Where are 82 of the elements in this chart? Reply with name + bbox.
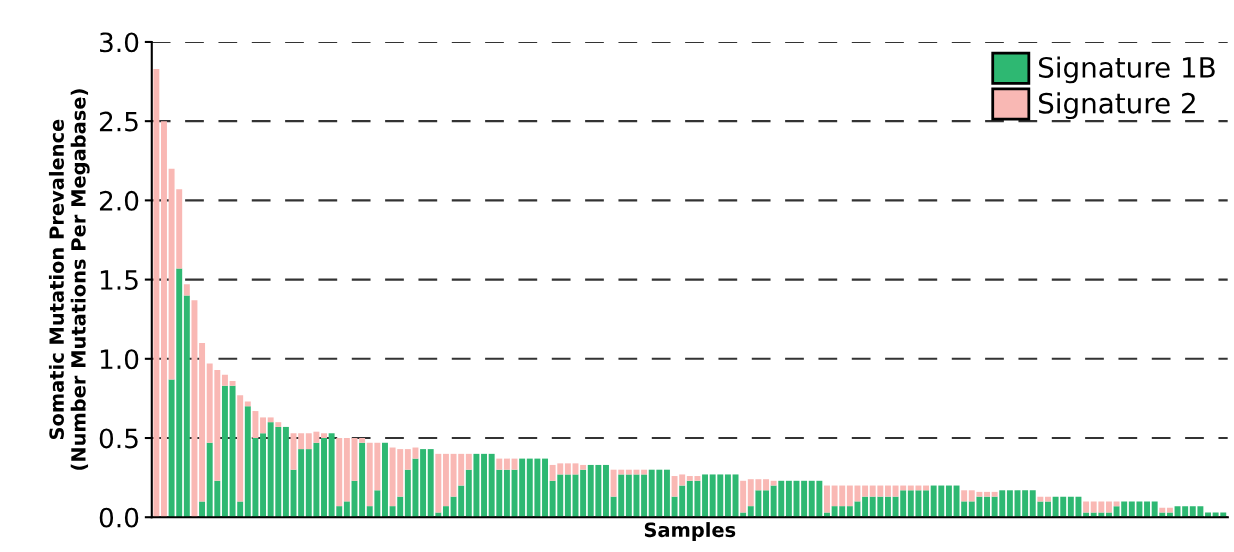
y-tick-label: 1.0 (100, 349, 139, 370)
bar (663, 469, 670, 518)
bar (770, 480, 777, 486)
bar (862, 485, 869, 497)
bar (298, 449, 305, 518)
bar (641, 474, 648, 518)
bar (321, 433, 327, 439)
bar (580, 469, 587, 518)
bar (961, 490, 968, 502)
bar (321, 438, 327, 518)
bar (260, 417, 267, 434)
bar (884, 485, 891, 497)
bar (1045, 501, 1051, 518)
bar (564, 463, 571, 475)
x-axis-title: Samples (644, 522, 736, 541)
bar (763, 479, 769, 491)
legend-label: Signature 1B (1039, 56, 1215, 84)
bar (382, 442, 388, 518)
bar (435, 453, 442, 513)
bar (923, 490, 930, 518)
bar (183, 295, 190, 518)
y-tick-label: 1.5 (100, 270, 138, 290)
bar (496, 458, 503, 470)
bar (183, 284, 190, 296)
bar (481, 453, 488, 518)
bar (252, 411, 259, 439)
bar (199, 501, 206, 518)
bar (503, 469, 510, 518)
bar (221, 374, 228, 386)
bar (542, 458, 548, 518)
y-tick-label: 0.0 (99, 507, 139, 528)
bar (237, 395, 244, 502)
bar (343, 501, 350, 518)
bar (267, 417, 274, 423)
bar (1105, 501, 1112, 513)
bar (260, 433, 267, 518)
y-tick-label: 2.0 (99, 190, 139, 211)
bar (824, 485, 830, 513)
bar (702, 474, 709, 518)
bar (275, 422, 282, 427)
y-tick-label: 3.0 (100, 32, 139, 53)
bar (420, 449, 427, 518)
bar (984, 491, 990, 497)
bar (282, 426, 289, 518)
bar (503, 458, 510, 470)
bar (336, 438, 343, 507)
y-axis-title: Somatic Mutation Prevalence (Number Mutations Per Megabase) (48, 89, 90, 470)
bar (984, 496, 990, 518)
bar (603, 464, 609, 518)
bar (1113, 501, 1120, 507)
bar (199, 342, 206, 502)
bar (221, 385, 228, 518)
bar (1144, 501, 1151, 518)
bar (511, 458, 518, 470)
bar (161, 121, 167, 518)
bar (1083, 501, 1090, 513)
bar (343, 438, 350, 502)
bar (442, 506, 449, 518)
bar (1022, 490, 1029, 518)
bar (862, 496, 869, 518)
bar (740, 480, 747, 513)
bar (359, 438, 366, 443)
legend-label: Signature 2 (1039, 92, 1195, 120)
bar (564, 474, 571, 518)
bar (801, 480, 808, 518)
bar (298, 433, 305, 450)
bar (991, 491, 998, 497)
bar (884, 496, 891, 518)
y-tick-label: 0.5 (99, 428, 138, 449)
bar (442, 453, 449, 507)
bar (724, 474, 731, 518)
bar (945, 485, 952, 518)
bar (229, 380, 236, 386)
y-tick-label: 2.5 (99, 111, 138, 132)
bar (763, 490, 769, 518)
bar (465, 453, 472, 470)
bar (1006, 490, 1013, 518)
bar (785, 480, 792, 518)
bar (191, 300, 198, 518)
bar (153, 68, 160, 518)
bar (580, 464, 587, 470)
bar (359, 442, 366, 518)
